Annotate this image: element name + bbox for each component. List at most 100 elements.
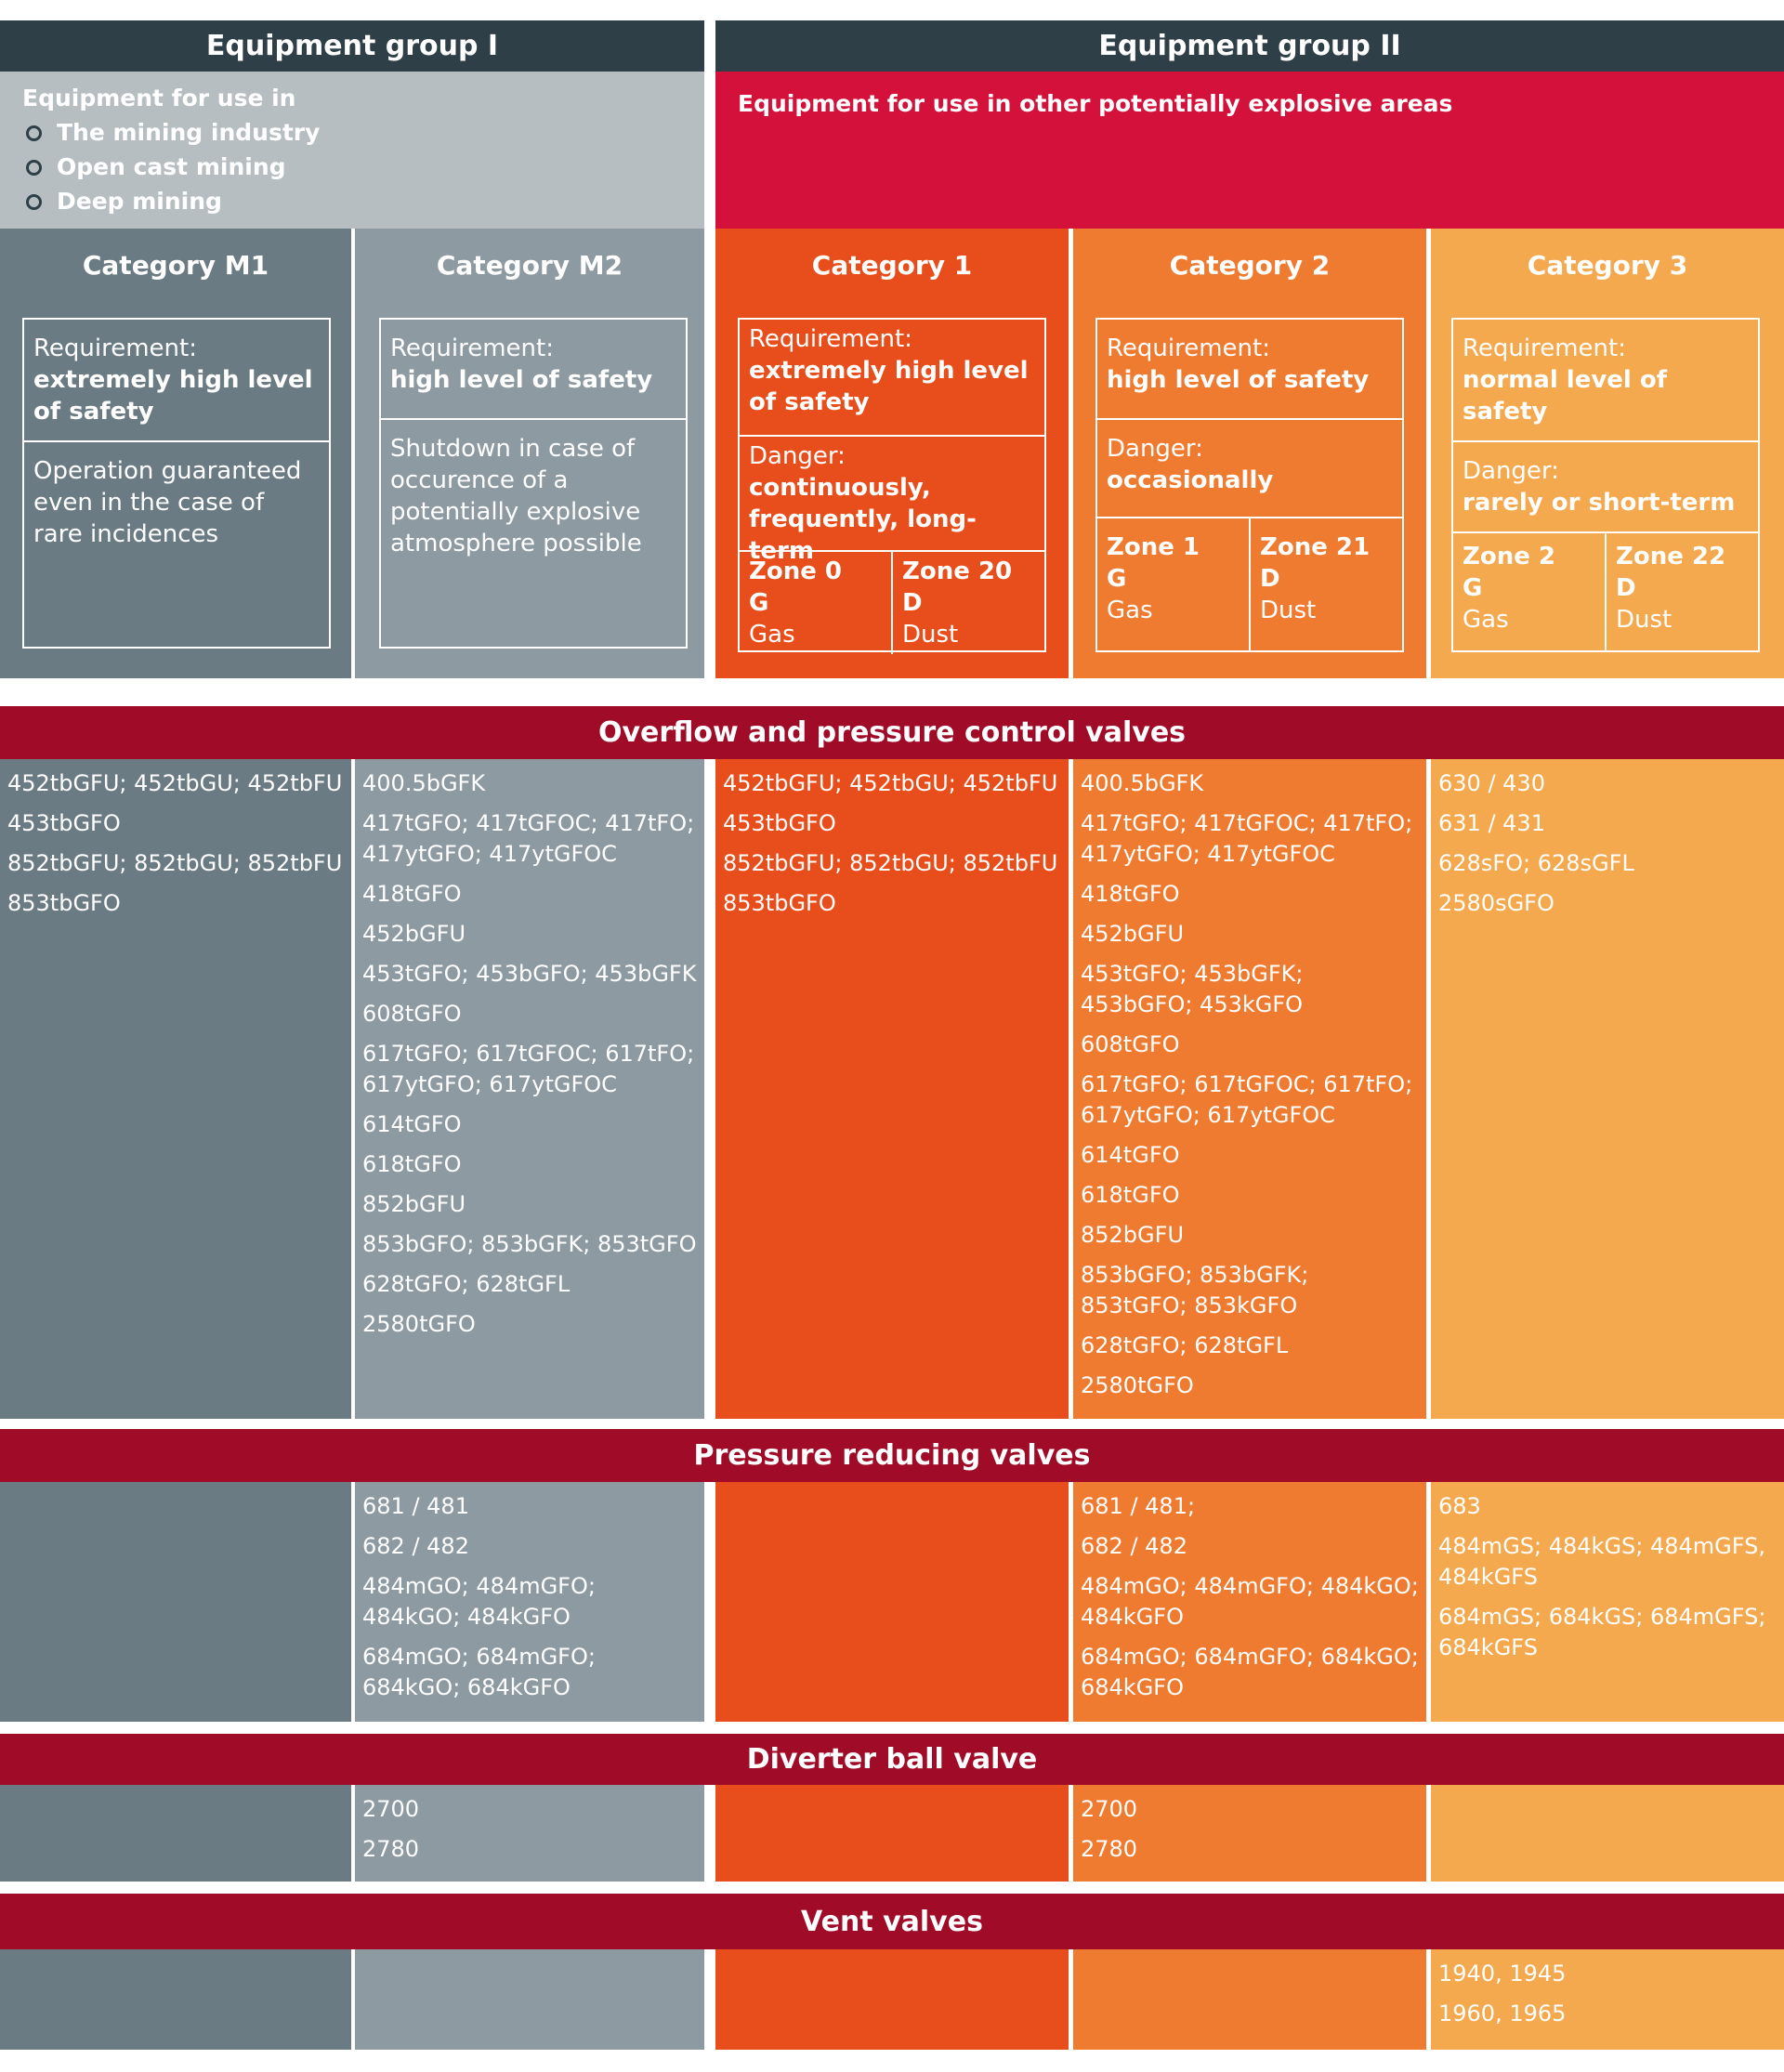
danger-value: continuously, frequently, long-term (749, 474, 977, 565)
list-item: 452bGFU (362, 921, 466, 947)
list-item: 453tGFO; 453bGFO; 453bGFK (362, 961, 697, 987)
group-2-title: Equipment group II (1098, 30, 1401, 62)
list-item: 853bGFO; 853bGFK; 853tGFO; 853kGFO (1081, 1262, 1309, 1318)
danger-value: occasionally (1107, 466, 1274, 494)
section-diverter-c2: 2700 2780 (1073, 1785, 1426, 1882)
group-1-desc-text: Equipment for use in (22, 85, 296, 111)
section-vent-m2 (355, 1949, 704, 2050)
danger-value: rarely or short-term (1463, 489, 1736, 517)
category-m2-panel: Category M2 Requirement: high level of s… (355, 229, 704, 678)
category-3-title: Category 3 (1527, 250, 1688, 281)
list-item: 631 / 431 (1438, 810, 1545, 836)
zones: Zone 0 G Gas Zone 20 D Dust (740, 550, 1044, 654)
list-item: 452tbGFU; 452tbGU; 452tbFU (723, 770, 1058, 796)
list-item: 614tGFO (362, 1111, 462, 1137)
category-m1-title: Category M1 (82, 250, 269, 281)
list-item: 452tbGFU; 452tbGU; 452tbFU (7, 770, 343, 796)
list-item: 853tbGFO (7, 890, 121, 916)
shutdown-note: Shutdown in case of occurence of a poten… (381, 418, 686, 567)
group-2-desc-text: Equipment for use in other potentially e… (738, 90, 1453, 117)
list-item: 684mGS; 684kGS; 684mGFS; 684kGFS (1438, 1604, 1766, 1660)
list-item: 853tbGFO (723, 890, 836, 916)
group-1-description: Equipment for use in The mining industry… (0, 72, 704, 229)
list-item: 2700 (1081, 1796, 1138, 1822)
list-item: 453tGFO; 453bGFK; 453bGFO; 453kGFO (1081, 961, 1304, 1017)
section-overflow-m1: 452tbGFU; 452tbGU; 452tbFU 453tbGFO 852t… (0, 759, 351, 1419)
list-item: 852bGFU (1081, 1222, 1185, 1248)
circle-bullet-icon (26, 125, 42, 141)
section-pressure-reducing-c1 (715, 1482, 1069, 1722)
category-m2-title: Category M2 (436, 250, 623, 281)
list-item: 681 / 481 (362, 1493, 469, 1519)
zone-gas: Zone 0 G Gas (749, 557, 843, 649)
group-1-item: The mining industry (22, 115, 682, 150)
group-1-title: Equipment group I (205, 30, 499, 62)
list-item: 852tbGFU; 852tbGU; 852tbFU (7, 850, 343, 876)
section-overflow-c2: 400.5bGFK 417tGFO; 417tGFOC; 417tFO; 417… (1073, 759, 1426, 1419)
list-item: 852tbGFU; 852tbGU; 852tbFU (723, 850, 1058, 876)
danger: Danger: occasionally (1097, 418, 1402, 517)
list-item: 2780 (1081, 1836, 1138, 1862)
list-item: 484mGO; 484mGFO; 484kGO; 484kGFO (362, 1573, 596, 1630)
list-item: 2780 (362, 1836, 420, 1862)
section-header-overflow: Overflow and pressure control valves (0, 706, 1784, 759)
category-m2-box: Requirement: high level of safety Shutdo… (379, 318, 688, 649)
section-vent-c2 (1073, 1949, 1426, 2050)
category-m1-panel: Category M1 Requirement: extremely high … (0, 229, 351, 678)
section-pressure-reducing-c3: 683 484mGS; 484kGS; 484mGFS, 484kGFS 684… (1431, 1482, 1784, 1722)
list-item: 617tGFO; 617tGFOC; 617tFO; 617ytGFO; 617… (362, 1041, 695, 1097)
zones: Zone 2 G Gas Zone 22 D Dust (1453, 531, 1758, 650)
group-1-header: Equipment group I (0, 20, 704, 72)
section-vent-c1 (715, 1949, 1069, 2050)
group-2-header: Equipment group II (715, 20, 1784, 72)
list-item: 608tGFO (362, 1001, 462, 1027)
zone-gas: Zone 1 G Gas (1107, 533, 1200, 624)
zone-dust: Zone 20 D Dust (891, 552, 1044, 654)
section-diverter-m2: 2700 2780 (355, 1785, 704, 1882)
list-item: 608tGFO (1081, 1031, 1180, 1057)
section-vent-c3: 1940, 1945 1960, 1965 (1431, 1949, 1784, 2050)
requirement: Requirement: normal level of safety (1463, 334, 1668, 426)
requirement-value: high level of safety (1107, 366, 1370, 394)
section-diverter-m1 (0, 1785, 351, 1882)
category-1-box: Requirement: extremely high level of saf… (738, 318, 1046, 654)
list-item: 418tGFO (362, 881, 462, 907)
list-item: 2580tGFO (1081, 1372, 1194, 1398)
section-pressure-reducing-m2: 681 / 481 682 / 482 484mGO; 484mGFO; 484… (355, 1482, 704, 1722)
zone-dust: Zone 22 D Dust (1605, 533, 1758, 650)
list-item: 618tGFO (1081, 1182, 1180, 1208)
requirement: Requirement: high level of safety (390, 334, 653, 394)
list-item: 400.5bGFK (362, 770, 486, 796)
list-item: 452bGFU (1081, 921, 1185, 947)
list-item: 614tGFO (1081, 1142, 1180, 1168)
circle-bullet-icon (26, 194, 42, 210)
list-item: 1960, 1965 (1438, 2000, 1567, 2026)
section-header-vent: Vent valves (0, 1894, 1784, 1949)
list-item: 417tGFO; 417tGFOC; 417tFO; 417ytGFO; 417… (362, 810, 695, 867)
category-3-panel: Category 3 Requirement: normal level of … (1431, 229, 1784, 678)
section-overflow-c3: 630 / 430 631 / 431 628sFO; 628sGFL 2580… (1431, 759, 1784, 1419)
list-item: 400.5bGFK (1081, 770, 1204, 796)
list-item: 418tGFO (1081, 881, 1180, 907)
category-1-title: Category 1 (811, 250, 973, 281)
list-item: 628sFO; 628sGFL (1438, 850, 1634, 876)
section-pressure-reducing-c2: 681 / 481; 682 / 482 484mGO; 484mGFO; 48… (1073, 1482, 1426, 1722)
section-diverter-c1 (715, 1785, 1069, 1882)
list-item: 853bGFO; 853bGFK; 853tGFO (362, 1231, 697, 1257)
list-item: 630 / 430 (1438, 770, 1545, 796)
category-2-box: Requirement: high level of safety Danger… (1095, 318, 1404, 652)
category-m1-box: Requirement: extremely high level of saf… (22, 318, 331, 649)
section-diverter-c3 (1431, 1785, 1784, 1882)
list-item: 682 / 482 (362, 1533, 469, 1559)
requirement-value: high level of safety (390, 366, 653, 394)
requirement: Requirement: extremely high level of saf… (749, 325, 1029, 416)
operation-note: Operation guaranteed even in the case of… (24, 440, 329, 557)
requirement-value: normal level of safety (1463, 366, 1668, 426)
danger: Danger: continuously, frequently, long-t… (740, 435, 1044, 565)
list-item: 484mGO; 484mGFO; 484kGO; 484kGFO (1081, 1573, 1419, 1630)
list-item: 681 / 481; (1081, 1493, 1196, 1519)
category-2-panel: Category 2 Requirement: high level of sa… (1073, 229, 1426, 678)
list-item: 684mGO; 684mGFO; 684kGO; 684kGFO (362, 1644, 596, 1700)
list-item: 683 (1438, 1493, 1481, 1519)
list-item: 1940, 1945 (1438, 1961, 1567, 1987)
